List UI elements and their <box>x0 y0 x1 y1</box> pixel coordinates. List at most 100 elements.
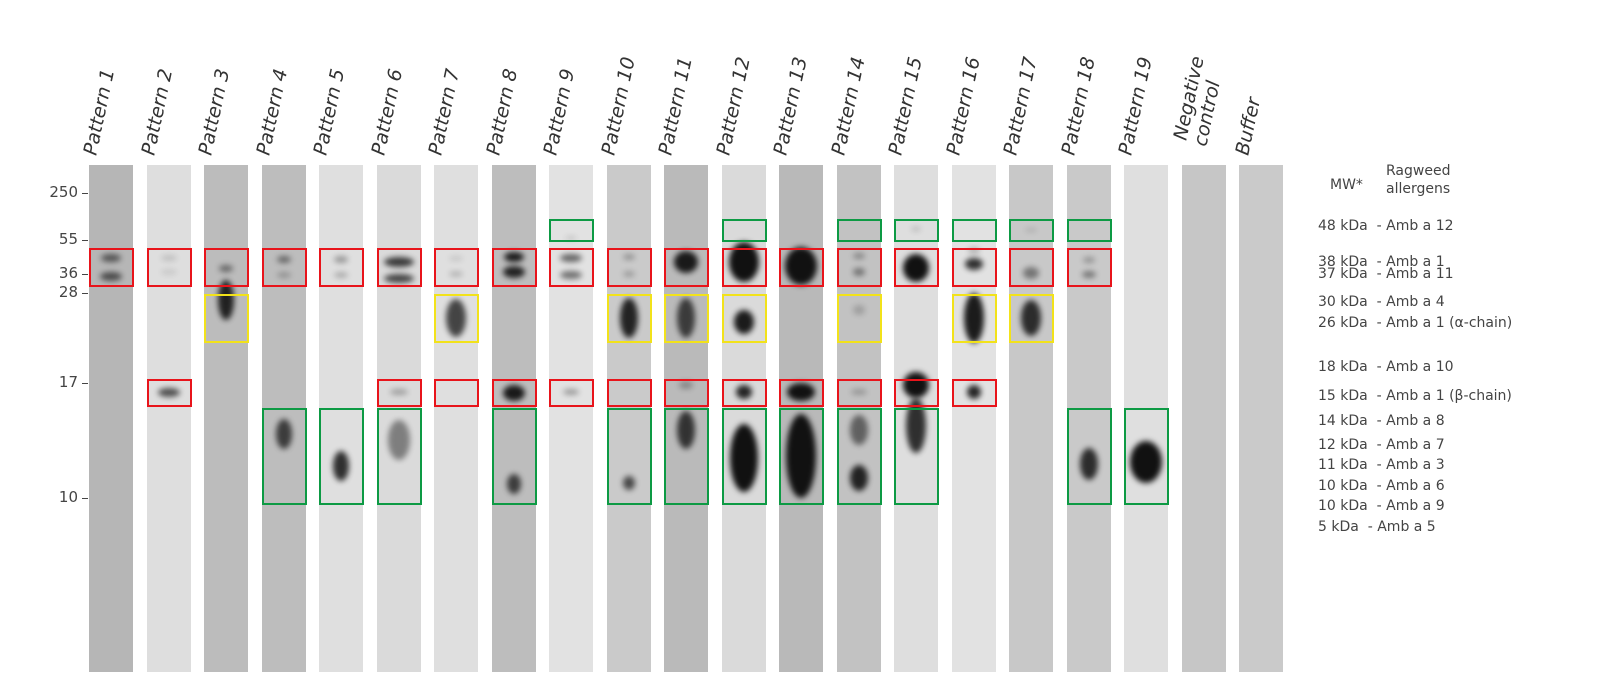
protein-band <box>560 271 582 279</box>
red-highlight-box <box>377 248 422 287</box>
mw-tick <box>82 383 88 384</box>
protein-band <box>388 420 410 460</box>
red-highlight-box <box>492 248 537 287</box>
lane-strip-negative-control <box>1182 165 1226 672</box>
lane-label-pattern-15: Pattern 15 <box>884 55 927 158</box>
protein-band <box>560 254 582 262</box>
red-highlight-box <box>722 379 767 407</box>
red-highlight-box <box>434 379 479 407</box>
green-highlight-box <box>894 408 939 505</box>
mw-marker-label: 28 <box>58 283 78 301</box>
red-highlight-box <box>262 248 307 287</box>
allergen-legend-row: 38 kDa - Amb a 1 <box>1318 254 1445 270</box>
lane-label-pattern-2: Pattern 2 <box>137 66 178 158</box>
protein-band <box>677 298 695 338</box>
red-highlight-box <box>894 379 939 407</box>
protein-band <box>850 415 868 445</box>
red-highlight-box <box>779 248 824 287</box>
protein-band <box>446 299 466 337</box>
protein-band <box>677 411 695 449</box>
lane-label-pattern-4: Pattern 4 <box>252 66 293 158</box>
protein-band <box>736 385 752 399</box>
mw-header: MW* <box>1330 177 1363 193</box>
protein-band <box>1025 228 1037 232</box>
mw-marker-label: 55 <box>58 230 78 248</box>
green-highlight-box <box>1124 408 1169 505</box>
lane-label-pattern-8: Pattern 8 <box>482 66 523 158</box>
lane-label-pattern-16: Pattern 16 <box>942 55 985 158</box>
protein-band <box>1082 270 1096 278</box>
allergen-header-1: Ragweed <box>1386 163 1451 179</box>
lane-label-pattern-6: Pattern 6 <box>367 66 408 158</box>
protein-band <box>911 227 921 231</box>
protein-band <box>504 252 524 262</box>
green-highlight-box <box>319 408 364 505</box>
protein-band <box>903 254 929 282</box>
lane-label-pattern-13: Pattern 13 <box>769 55 812 158</box>
allergen-legend-row: 10 kDa - Amb a 9 <box>1318 498 1445 514</box>
protein-band <box>785 247 817 285</box>
lane-label-pattern-5: Pattern 5 <box>309 66 350 158</box>
red-highlight-box <box>607 379 652 407</box>
yellow-highlight-box <box>607 294 652 343</box>
red-highlight-box <box>664 248 709 287</box>
yellow-highlight-box <box>1009 294 1054 343</box>
green-highlight-box <box>837 408 882 505</box>
green-highlight-box <box>1067 219 1112 242</box>
lane-label-pattern-7: Pattern 7 <box>424 66 465 158</box>
lane-strip-pattern-1 <box>89 165 133 672</box>
lane-label-pattern-1: Pattern 1 <box>79 66 120 158</box>
protein-band <box>161 255 177 261</box>
protein-band <box>1080 448 1098 480</box>
allergen-legend-row: 30 kDa - Amb a 4 <box>1318 294 1445 310</box>
protein-band <box>674 251 698 273</box>
red-highlight-box <box>147 248 192 287</box>
protein-band <box>967 385 981 399</box>
mw-tick <box>82 240 88 241</box>
lane-label-pattern-12: Pattern 12 <box>712 55 755 158</box>
protein-band <box>449 271 463 277</box>
yellow-highlight-box <box>204 294 249 343</box>
allergen-legend-row: 26 kDa - Amb a 1 (α-chain) <box>1318 315 1513 331</box>
protein-band <box>903 372 929 398</box>
green-highlight-box <box>722 219 767 242</box>
protein-band <box>906 397 926 453</box>
protein-band <box>1083 257 1095 263</box>
red-highlight-box <box>549 379 594 407</box>
lane-label-pattern-3: Pattern 3 <box>194 66 235 158</box>
protein-band <box>384 273 414 283</box>
red-highlight-box <box>837 379 882 407</box>
allergen-legend-row: 48 kDa - Amb a 12 <box>1318 218 1454 234</box>
red-highlight-box <box>952 248 997 287</box>
red-highlight-box <box>664 379 709 407</box>
mw-tick <box>82 293 88 294</box>
protein-band <box>850 465 868 491</box>
lane-strip-pattern-7 <box>434 165 478 672</box>
protein-band <box>503 266 525 278</box>
mw-marker-label: 36 <box>58 264 78 282</box>
protein-band <box>563 389 579 395</box>
protein-band <box>277 272 291 278</box>
yellow-highlight-box <box>434 294 479 343</box>
protein-band <box>334 255 348 263</box>
protein-band <box>1130 441 1162 483</box>
lane-label-pattern-18: Pattern 18 <box>1057 55 1100 158</box>
protein-band <box>507 474 521 494</box>
red-highlight-box <box>319 248 364 287</box>
protein-band <box>853 268 865 276</box>
allergen-legend-row: 12 kDa - Amb a 7 <box>1318 437 1445 453</box>
protein-band <box>334 272 348 278</box>
protein-band <box>965 258 983 270</box>
mw-tick <box>82 498 88 499</box>
green-highlight-box <box>607 408 652 505</box>
red-highlight-box <box>204 248 249 287</box>
protein-band <box>503 385 525 401</box>
lane-label-buffer: Buffer <box>1231 95 1266 158</box>
protein-band <box>277 255 291 263</box>
green-highlight-box <box>837 219 882 242</box>
lane-label-pattern-10: Pattern 10 <box>597 55 640 158</box>
protein-band <box>276 419 292 449</box>
allergen-legend-row: 15 kDa - Amb a 1 (β-chain) <box>1318 388 1512 404</box>
lane-strip-buffer <box>1239 165 1283 672</box>
